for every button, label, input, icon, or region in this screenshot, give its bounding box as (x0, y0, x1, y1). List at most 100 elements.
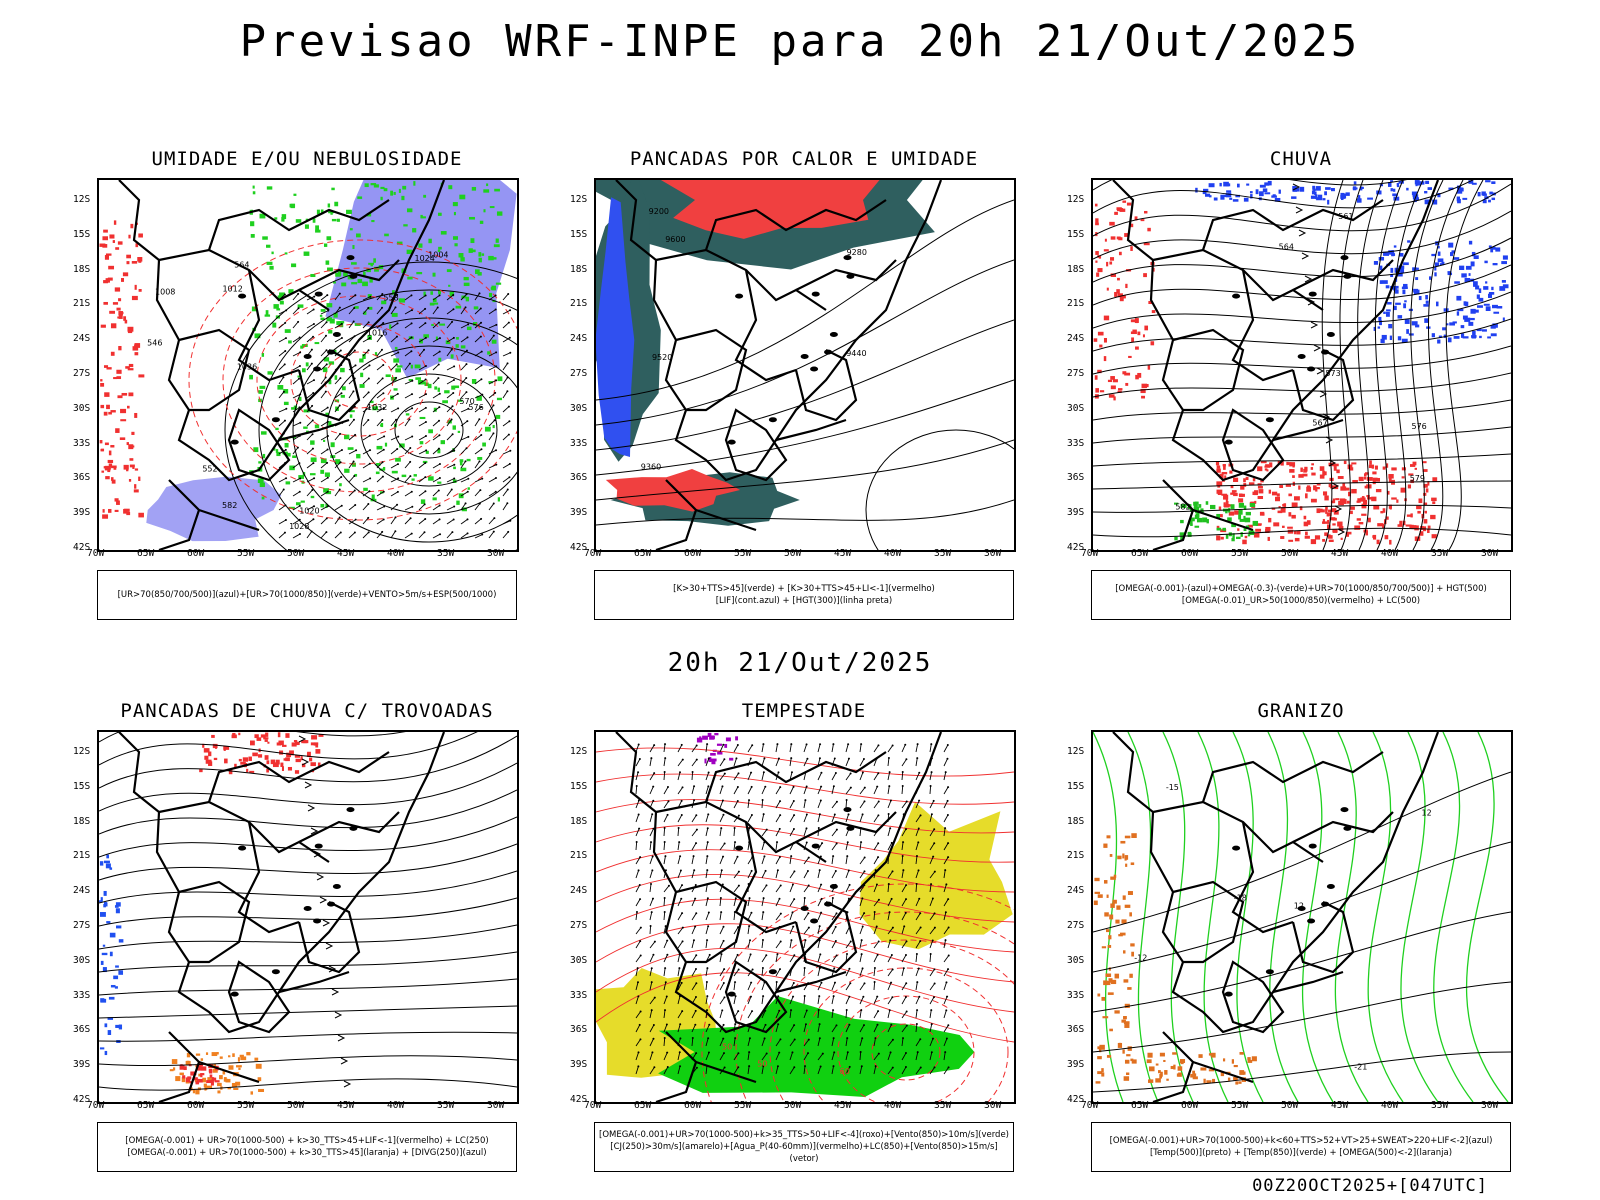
vector-head (663, 897, 666, 900)
speck (1235, 536, 1241, 540)
wind-vector (789, 898, 795, 907)
vector-head (296, 446, 299, 449)
speck (360, 372, 364, 378)
wind-vector (789, 912, 793, 921)
speck (1238, 502, 1244, 508)
wind-vector (719, 856, 724, 865)
contour-label: 1036 (237, 363, 257, 372)
speck (712, 736, 715, 740)
speck (463, 276, 469, 281)
wind-vector (635, 856, 641, 865)
vector-head (506, 376, 509, 379)
vector-head (750, 911, 753, 914)
wind-vector (635, 1024, 641, 1033)
streamline (1093, 318, 1511, 352)
speck (396, 241, 403, 245)
speck (239, 1054, 244, 1058)
vector-head (352, 418, 355, 421)
instability-red (605, 469, 740, 512)
speck (368, 306, 373, 310)
wind-vector (292, 519, 301, 525)
speck (471, 249, 476, 253)
speck (1447, 272, 1453, 276)
vector-head (820, 883, 823, 886)
wind-vector (831, 1052, 835, 1061)
speck (1471, 251, 1476, 257)
speck (465, 296, 470, 302)
vector-head (479, 335, 482, 338)
vector-head (368, 434, 371, 437)
vector-head (424, 393, 427, 396)
vector-head (835, 842, 838, 845)
speck (1338, 526, 1344, 531)
vector-head (792, 925, 795, 928)
speck (1118, 934, 1123, 937)
speck (1117, 1043, 1123, 1048)
speck (277, 732, 281, 738)
speck (315, 749, 321, 754)
vector-head (723, 996, 726, 999)
speck (1228, 192, 1232, 198)
vector-head (637, 1051, 640, 1054)
speck (1141, 383, 1148, 389)
contour-label: 573 (1325, 369, 1340, 378)
wind-vector (691, 745, 698, 753)
speck (1110, 257, 1115, 261)
speck (1304, 535, 1310, 539)
wind-vector (873, 801, 880, 809)
wind-vector (404, 461, 411, 469)
speck (1106, 894, 1109, 898)
speck (1124, 372, 1131, 376)
wind-vector (747, 744, 753, 753)
speck (1192, 1076, 1198, 1080)
vector-head (396, 322, 399, 325)
vector-head (904, 1052, 907, 1055)
speck (1096, 272, 1100, 277)
wind-vector (719, 870, 723, 879)
speck (204, 755, 209, 760)
wind-vector (817, 996, 820, 1005)
vector-head (465, 349, 468, 352)
vector-head (877, 744, 880, 747)
lake-mark (332, 883, 341, 889)
speck (1427, 529, 1430, 533)
speck (413, 474, 417, 477)
speck (306, 752, 311, 758)
speck (1264, 468, 1268, 471)
vector-head (915, 855, 918, 858)
speck (100, 379, 103, 382)
speck (380, 186, 385, 189)
isoline (224, 261, 517, 550)
vector-head (720, 953, 723, 956)
lake-mark (768, 417, 777, 423)
wind-vector (943, 800, 949, 809)
lat-tick-label: 24S (73, 885, 91, 897)
speck (1351, 462, 1357, 465)
speck (339, 483, 342, 487)
speck (210, 1081, 214, 1086)
speck (1416, 505, 1422, 510)
wind-vector (677, 842, 680, 851)
wind-vector (362, 349, 369, 357)
speck (104, 1050, 108, 1056)
wind-vector (873, 968, 876, 977)
speck (1419, 531, 1424, 536)
border-line (734, 269, 797, 382)
speck (1288, 493, 1292, 497)
wind-vector (719, 828, 722, 837)
wind-vector (817, 898, 823, 907)
speck (211, 734, 215, 738)
speck (257, 478, 264, 484)
vector-head (367, 419, 370, 422)
speck (1337, 521, 1343, 527)
speck (1292, 475, 1295, 478)
wind-vector (943, 982, 947, 991)
wind-vector (292, 447, 299, 455)
wind-vector (663, 954, 668, 963)
speck (1231, 490, 1237, 493)
speck (486, 183, 489, 187)
speck (103, 411, 108, 416)
lat-tick-label: 21S (570, 850, 588, 862)
vector-head (792, 995, 795, 998)
speck (448, 185, 453, 190)
